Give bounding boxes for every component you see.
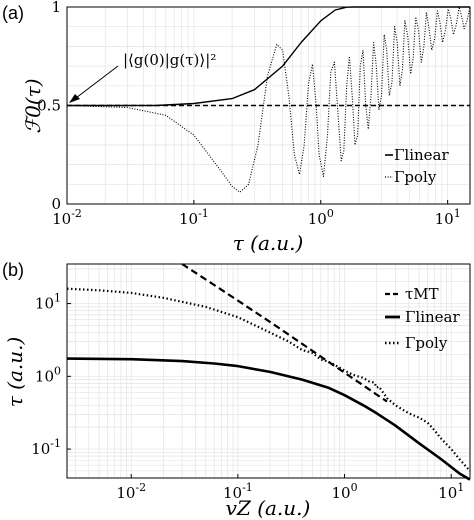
x-tick-label: 101 [438,481,464,502]
x-tick-label: 10-1 [179,207,209,228]
panel-b-legend: τMT Γlinear Γpoly [385,285,460,352]
legend-b-poly-label: Γpoly [405,334,448,352]
x-tick-label: 101 [435,207,461,228]
panel-a-xlabel: τ (a.u.) [233,231,304,255]
annotation-text: |⟨g(0)|g(τ)⟩|² [123,51,216,69]
legend-a-linear-label: Γlinear [394,146,449,164]
annotation-arrowhead [69,94,80,103]
y-tick-label: 0.5 [37,97,61,115]
panel-a-legend: Γlinear Γpoly [385,146,449,186]
legend-b-mt-label: τMT [405,285,439,303]
y-tick-label: 0 [51,195,61,213]
x-tick-label: 10-2 [116,481,146,502]
panel-b-ylabel: τ (a.u.) [3,337,27,408]
y-tick-label: 1 [51,0,61,16]
x-tick-label: 100 [308,207,334,228]
panel-b-xlabel: vZ (a.u.) [226,496,311,520]
legend-a-poly-label: Γpoly [394,168,437,186]
x-tick-label: 100 [332,481,358,502]
y-tick-label: 101 [35,292,61,313]
panel-a-ylabel: ℱ0(τ) [21,78,45,133]
panel-b-label: (b) [2,260,24,280]
annotation-arrow-line [71,65,119,102]
y-tick-label: 100 [35,364,61,385]
y-tick-label: 10-1 [31,437,61,458]
panel-b-plot-area [66,263,471,481]
panel-a-label: (a) [2,3,24,23]
panel-a-annotation: |⟨g(0)|g(τ)⟩|² [69,51,216,103]
panel-b-axes-frame [66,263,471,479]
panel-b-grid [67,264,470,479]
series--mt-line [181,263,388,403]
legend-b-linear-label: Γlinear [405,308,460,326]
series--linear-line [66,357,471,481]
